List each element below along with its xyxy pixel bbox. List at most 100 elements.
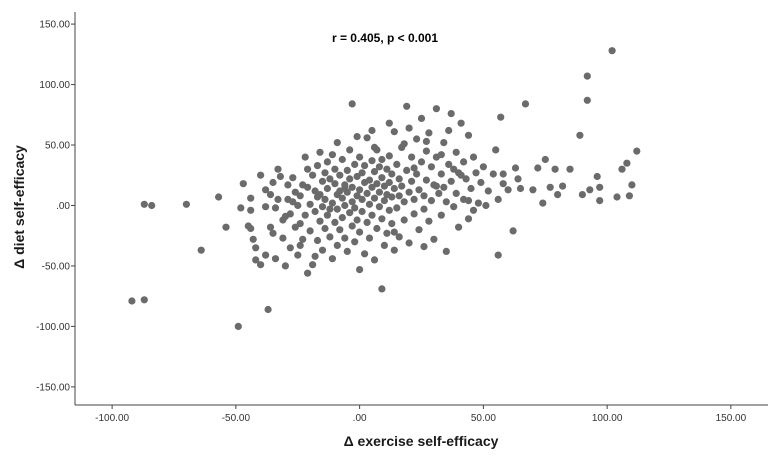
y-tick-label: -100.00: [36, 322, 70, 333]
data-point: [494, 251, 502, 259]
data-point: [304, 269, 312, 277]
data-point: [388, 220, 396, 228]
data-point: [385, 119, 393, 127]
data-point: [333, 139, 341, 147]
data-point: [457, 119, 465, 127]
data-point: [346, 175, 354, 183]
data-point: [383, 165, 391, 173]
data-point: [551, 165, 559, 173]
data-point: [294, 251, 302, 259]
data-point: [408, 153, 416, 161]
data-point: [413, 170, 421, 178]
data-point: [529, 186, 537, 194]
data-point: [403, 166, 411, 174]
data-point: [440, 183, 448, 191]
data-point: [262, 251, 270, 259]
y-axis-title: Δ diet self-efficacy: [11, 145, 27, 269]
data-point: [469, 206, 478, 214]
data-point: [239, 180, 247, 188]
data-point: [296, 241, 304, 249]
data-point: [422, 176, 430, 184]
data-point: [365, 234, 374, 242]
data-point: [613, 193, 621, 201]
data-point: [452, 189, 460, 197]
data-point: [341, 184, 349, 193]
data-point: [378, 174, 386, 182]
data-point: [625, 192, 634, 200]
data-point: [477, 178, 485, 187]
x-tick-label: 50.00: [471, 413, 496, 424]
data-point: [442, 198, 450, 206]
data-point: [445, 160, 453, 168]
data-point: [435, 189, 443, 197]
data-point: [353, 133, 361, 141]
data-point: [269, 229, 277, 237]
data-point: [380, 241, 388, 249]
data-point: [271, 204, 280, 212]
data-point: [266, 223, 275, 231]
data-point: [370, 168, 379, 176]
data-point: [427, 197, 435, 205]
data-point: [341, 234, 349, 242]
y-tick-label: 150.00: [39, 20, 70, 31]
data-point: [348, 198, 356, 206]
data-point: [420, 243, 428, 251]
data-point: [296, 192, 304, 200]
data-point: [469, 153, 478, 161]
data-point: [578, 191, 587, 199]
data-point: [281, 262, 289, 270]
data-point: [311, 207, 319, 216]
data-point: [390, 128, 398, 136]
data-point: [321, 224, 329, 233]
data-point: [422, 147, 430, 155]
data-point: [390, 184, 398, 193]
data-point: [289, 174, 297, 182]
data-point: [415, 226, 423, 234]
data-point: [301, 153, 309, 161]
data-point: [380, 197, 388, 205]
data-point: [274, 165, 282, 173]
data-point: [333, 205, 341, 213]
data-point: [234, 322, 242, 330]
data-point: [358, 195, 366, 203]
data-point: [252, 244, 260, 252]
data-point: [395, 192, 403, 200]
data-point: [420, 192, 428, 200]
data-point: [432, 105, 440, 113]
data-point: [410, 164, 418, 172]
data-point: [482, 201, 490, 210]
data-point: [348, 100, 356, 108]
data-point: [390, 228, 398, 236]
data-point: [405, 188, 413, 196]
data-point: [140, 200, 148, 208]
data-point: [338, 214, 346, 222]
data-point: [430, 235, 438, 243]
data-point: [348, 222, 356, 230]
data-point: [437, 211, 445, 219]
data-point: [321, 195, 329, 203]
data-point: [306, 227, 314, 235]
data-point: [363, 218, 371, 226]
data-point: [499, 180, 507, 188]
data-point: [309, 171, 317, 179]
data-point: [338, 194, 346, 202]
x-tick-label: -50.00: [222, 413, 251, 424]
data-point: [323, 158, 331, 166]
data-point: [276, 172, 284, 181]
data-point: [271, 255, 280, 263]
data-point: [373, 180, 381, 188]
data-point: [365, 200, 374, 208]
data-point: [313, 162, 322, 170]
data-point: [336, 226, 344, 234]
data-point: [289, 198, 297, 206]
data-point: [499, 170, 507, 178]
data-point: [351, 160, 359, 168]
data-point: [415, 186, 423, 194]
data-point: [321, 169, 329, 177]
data-point: [318, 203, 327, 211]
data-point: [343, 247, 351, 255]
data-point: [323, 211, 331, 219]
data-point: [398, 182, 406, 190]
data-point: [509, 227, 517, 235]
data-point: [576, 131, 584, 139]
